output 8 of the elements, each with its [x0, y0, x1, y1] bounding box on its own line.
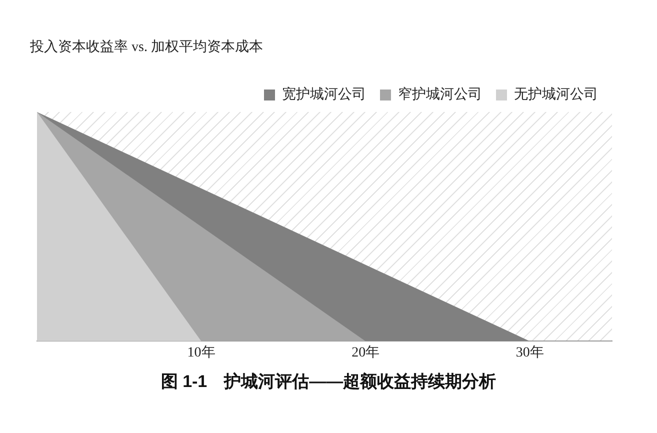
- legend-label: 窄护城河公司: [398, 86, 482, 103]
- legend-label: 宽护城河公司: [282, 86, 366, 103]
- x-tick-label: 30年: [516, 344, 544, 360]
- y-axis-title: 投入资本收益率 vs. 加权平均资本成本: [30, 38, 263, 56]
- x-tick-label: 10年: [187, 344, 216, 360]
- text: 图 1-1 护城河评估——超额收益持续期分析: [160, 371, 498, 393]
- legend-label: 无护城河公司: [514, 86, 598, 103]
- x-tick-label: 20年: [352, 344, 380, 360]
